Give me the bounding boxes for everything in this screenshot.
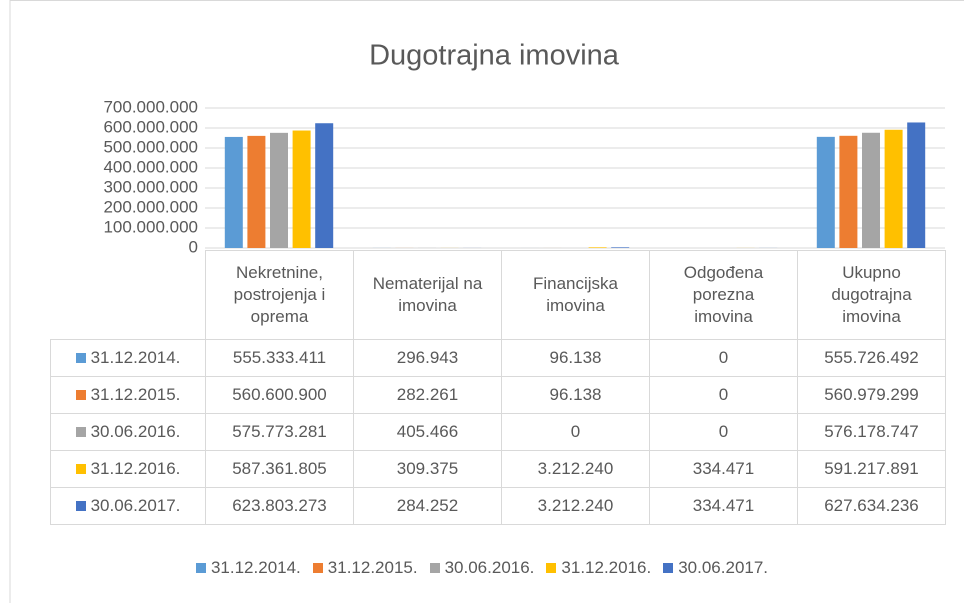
value-cell: 591.217.891	[797, 450, 946, 488]
category-label: Odgođena porezna imovina	[683, 263, 764, 326]
y-tick-label: 300.000.000	[103, 177, 198, 196]
series-name: 30.06.2017.	[90, 496, 181, 515]
value-cell: 0	[501, 413, 650, 451]
legend-key	[312, 563, 323, 573]
series-row: 30.06.2016. 575.773.281 405.466 0 0 576.178.7…	[50, 413, 946, 451]
bar	[224, 136, 243, 248]
value-cell: 296.943	[353, 339, 502, 377]
bar	[315, 123, 334, 248]
y-tick-label: 100.000.000	[103, 217, 198, 236]
category-label: Nekretnine, postrojenja i oprema	[233, 263, 326, 326]
series-row: 31.12.2015. 560.600.900 282.261 96.138 0 560.…	[50, 376, 946, 414]
bar	[816, 136, 835, 248]
legend-key	[75, 353, 86, 363]
y-tick-label: 500.000.000	[103, 137, 198, 156]
legend-item: 30.06.2016.	[429, 558, 535, 577]
category-label: Financijska imovina	[532, 274, 619, 315]
category-cell: Nematerijal na imovina	[353, 250, 502, 340]
data-table: Nekretnine, postrojenja i oprema Nemateri…	[50, 250, 946, 525]
bar	[270, 132, 288, 248]
bar	[884, 129, 903, 248]
series-row: 31.12.2014. 555.333.411 296.943 96.138 0 555.…	[50, 339, 946, 377]
value-cell: 405.466	[353, 413, 502, 451]
value-cell: 555.726.492	[797, 339, 946, 377]
legend-label: 31.12.2015.	[327, 558, 418, 577]
y-tick-label: 600.000.000	[103, 117, 198, 136]
y-tick-label: 400.000.000	[103, 157, 198, 176]
legend-item: 31.12.2015.	[312, 558, 418, 577]
series-cell: 30.06.2016.	[50, 413, 206, 451]
series-name: 31.12.2016.	[90, 459, 181, 478]
category-label: Ukupno dugotrajna imovina	[831, 263, 912, 326]
series-row: 30.06.2017. 623.803.273 284.252 3.212.240 33…	[50, 487, 946, 525]
category-cell: Odgođena porezna imovina	[649, 250, 798, 340]
series-cell: 31.12.2015.	[50, 376, 206, 414]
series-cell: 31.12.2016.	[50, 450, 206, 488]
legend-item: 30.06.2017.	[663, 558, 768, 577]
value-cell: 0	[649, 376, 798, 414]
value-cell: 627.634.236	[797, 487, 946, 525]
bar	[247, 135, 266, 248]
value-cell: 560.979.299	[797, 376, 946, 414]
value-cell: 623.803.273	[205, 487, 354, 525]
series-cell: 30.06.2017.	[50, 487, 206, 525]
legend-key	[663, 563, 674, 573]
series-cell: 31.12.2014.	[50, 339, 206, 377]
value-cell: 587.361.805	[205, 450, 354, 488]
legend-key	[75, 464, 86, 474]
value-cell: 0	[649, 413, 798, 451]
value-cell: 334.471	[649, 487, 798, 525]
legend-key	[75, 427, 86, 437]
legend-key	[429, 563, 440, 573]
legend-key	[75, 390, 86, 400]
legend: 31.12.2014. 31.12.2015. 30.06.2016. 31.12.2…	[0, 558, 964, 578]
bar	[839, 135, 858, 248]
legend-item: 31.12.2014.	[195, 558, 301, 577]
value-cell: 96.138	[501, 376, 650, 414]
bar	[862, 132, 880, 248]
value-cell: 334.471	[649, 450, 798, 488]
bar	[588, 247, 607, 248]
value-cell: 3.212.240	[501, 450, 650, 488]
category-cell: Ukupno dugotrajna imovina	[797, 250, 946, 340]
value-cell: 560.600.900	[205, 376, 354, 414]
y-tick-label: 700.000.000	[103, 97, 198, 116]
bar	[611, 247, 630, 248]
series-name: 31.12.2015.	[90, 385, 181, 404]
series-row: 31.12.2016. 587.361.805 309.375 3.212.240 33…	[50, 450, 946, 488]
value-cell: 309.375	[353, 450, 502, 488]
value-cell: 282.261	[353, 376, 502, 414]
legend-label: 30.06.2016.	[444, 558, 535, 577]
legend-label: 31.12.2016.	[561, 558, 652, 577]
category-cell: Nekretnine, postrojenja i oprema	[205, 250, 354, 340]
category-label: Nematerijal na imovina	[372, 274, 483, 315]
legend-item: 31.12.2016.	[546, 558, 651, 577]
legend-label: 31.12.2014.	[210, 558, 301, 577]
blank-cell	[50, 250, 206, 340]
category-cell: Financijska imovina	[501, 250, 650, 340]
value-cell: 3.212.240	[501, 487, 650, 525]
value-cell: 576.178.747	[797, 413, 946, 451]
bar	[292, 130, 311, 248]
header-row: Nekretnine, postrojenja i oprema Nemateri…	[50, 250, 946, 340]
series-name: 30.06.2016.	[90, 422, 181, 441]
value-cell: 96.138	[501, 339, 650, 377]
value-cell: 0	[649, 339, 798, 377]
bar	[907, 122, 926, 248]
value-cell: 555.333.411	[205, 339, 354, 377]
series-name: 31.12.2014.	[90, 348, 181, 367]
legend-label: 30.06.2017.	[678, 558, 769, 577]
y-tick-label: 0	[189, 237, 198, 256]
value-cell: 284.252	[353, 487, 502, 525]
chart-title: Dugotrajna imovina	[369, 40, 620, 72]
y-tick-label: 200.000.000	[103, 197, 198, 216]
value-cell: 575.773.281	[205, 413, 354, 451]
legend-key	[546, 563, 557, 573]
legend-key	[75, 501, 86, 511]
legend-key	[195, 563, 206, 573]
